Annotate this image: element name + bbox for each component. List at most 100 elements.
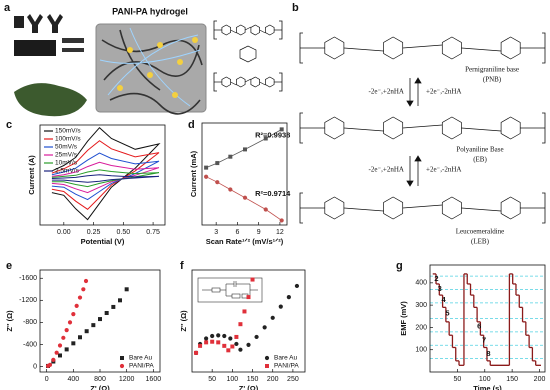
acid-molecule <box>239 45 257 63</box>
annotation: 6 <box>477 321 481 330</box>
x-tick-label: 400 <box>67 376 79 383</box>
benzene-ring <box>441 196 462 220</box>
x-tick-label: 9 <box>257 229 261 236</box>
benzene-ring <box>236 24 246 36</box>
state-name: Pernigraniline base <box>465 66 519 74</box>
marker <box>198 343 203 348</box>
marker <box>64 347 69 352</box>
legend-label: PANI/PA <box>274 363 299 370</box>
marker <box>91 323 96 328</box>
panel-label: e <box>6 260 12 272</box>
marker <box>238 322 243 327</box>
annotation: R²=0.9714 <box>255 189 291 198</box>
bond <box>402 124 443 129</box>
x-tick-label: 1200 <box>119 376 135 383</box>
x-tick-label: 0.00 <box>57 229 71 236</box>
reaction: +2e⁻,-2nHA <box>426 166 461 174</box>
x-tick-label: 200 <box>534 376 546 383</box>
state-abbr: (EB) <box>473 156 487 164</box>
benzene-ring <box>236 76 246 88</box>
marker <box>78 335 82 340</box>
benzene-ring <box>265 76 275 88</box>
bond <box>343 47 384 52</box>
state-abbr: (PNB) <box>483 76 502 84</box>
marker <box>246 342 251 348</box>
marker <box>57 343 63 348</box>
x-tick-label: 0.50 <box>117 229 131 236</box>
marker <box>222 333 227 339</box>
x-axis-label: Z' (Ω) <box>239 384 259 390</box>
benzene-ring <box>250 24 260 36</box>
marker <box>246 295 251 300</box>
y-tick-label: 400 <box>415 280 427 287</box>
bond <box>343 207 384 212</box>
panel-label: c <box>6 119 12 131</box>
x-tick-label: 0.75 <box>146 229 160 236</box>
x-tick-label: 50 <box>453 376 461 383</box>
marker <box>234 341 239 347</box>
marker <box>278 304 283 309</box>
x-axis-label: Potential (V) <box>81 237 125 246</box>
bracket <box>299 112 546 144</box>
circuit-inset <box>197 277 263 303</box>
reaction-arrows <box>406 77 422 187</box>
marker <box>242 147 247 152</box>
marker <box>242 309 247 314</box>
x-tick-label: 0 <box>45 376 49 383</box>
x-tick-label: 800 <box>94 376 106 383</box>
x-tick-label: 100 <box>227 376 239 383</box>
bracket <box>213 72 283 92</box>
benzene-ring <box>324 116 345 140</box>
legend-label: Bare Au <box>129 355 153 362</box>
marker <box>262 325 267 330</box>
benzene-ring <box>441 36 462 60</box>
chemical-structures <box>213 20 283 92</box>
bracket <box>299 192 546 224</box>
state-abbr: (LEB) <box>471 238 490 246</box>
marker <box>279 127 284 132</box>
bond <box>259 81 266 86</box>
marker <box>215 161 220 166</box>
bracket <box>299 32 546 64</box>
series-line <box>51 174 160 183</box>
marker <box>226 348 231 353</box>
legend-swatch <box>119 363 125 369</box>
benzene-ring <box>500 196 521 220</box>
state-name: Polyaniline Base <box>456 146 503 154</box>
annotation: 4 <box>442 295 447 304</box>
marker <box>61 335 66 340</box>
marker <box>194 350 199 355</box>
marker <box>228 336 233 341</box>
annotation: 3 <box>438 284 442 293</box>
marker <box>263 207 268 212</box>
marker <box>270 315 275 320</box>
marker <box>47 362 53 367</box>
benzene-ring <box>383 196 404 220</box>
legend-label: Bare Au <box>274 355 298 362</box>
legend-label: 25mV/s <box>55 152 78 159</box>
marker <box>54 350 59 355</box>
y-tick-label: 0 <box>33 363 37 370</box>
marker <box>238 347 243 352</box>
x-tick-label: 150 <box>247 376 259 383</box>
legend-label: 10mV/s <box>55 160 78 167</box>
marker <box>210 333 215 339</box>
marker <box>216 340 221 345</box>
marker <box>77 295 83 300</box>
bond <box>461 207 502 212</box>
photos <box>14 14 87 117</box>
y-tick-label: -1600 <box>19 275 37 282</box>
bond <box>402 44 443 49</box>
bond <box>461 127 502 132</box>
series-line <box>51 152 160 201</box>
marker <box>124 287 129 292</box>
y-tick-label: -1200 <box>19 297 37 304</box>
bond <box>461 47 502 52</box>
legend-label: 2.5mV/s <box>55 168 80 175</box>
reaction: -2e⁻,+2nHA <box>369 166 404 174</box>
hydrogel-diagram <box>95 23 207 115</box>
y-tick-label: 300 <box>415 302 427 309</box>
marker <box>111 304 116 309</box>
marker <box>234 334 239 339</box>
